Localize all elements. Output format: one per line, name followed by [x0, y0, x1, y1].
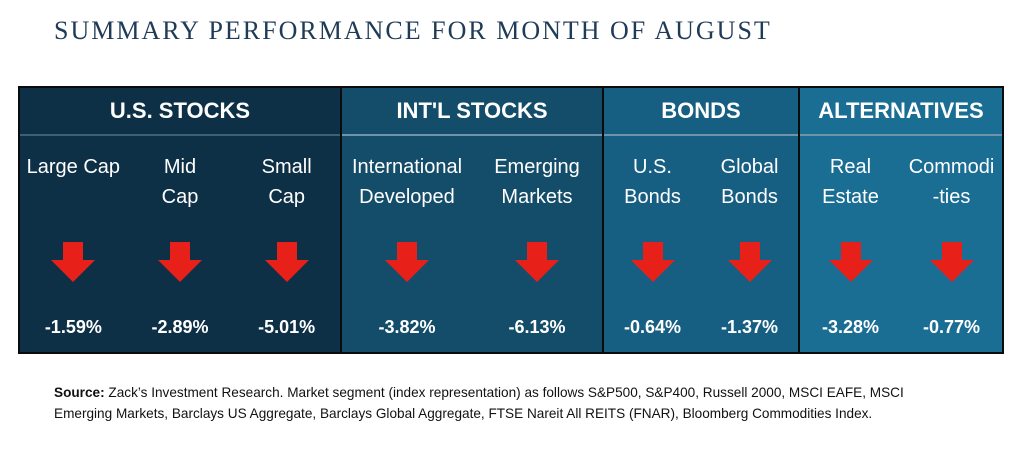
source-text: Zack’s Investment Research. Market segme…	[54, 385, 904, 421]
segment-label: Small Cap	[261, 156, 312, 208]
segment-value: -3.28%	[821, 317, 880, 337]
down-arrow-icon	[264, 242, 309, 282]
segment-commodities: Commodi -ties -0.77%	[901, 136, 1002, 352]
down-arrow-icon	[727, 242, 772, 282]
source-label: Source:	[54, 385, 105, 400]
section-header: U.S. STOCKS	[20, 88, 340, 136]
segment-label: Commodi -ties	[908, 156, 995, 208]
segment-label: Emerging Markets	[494, 156, 580, 208]
segment-real-estate: Real Estate -3.28%	[800, 136, 901, 352]
down-arrow-icon	[385, 242, 429, 282]
performance-panel: U.S. STOCKS Large Cap -1.59% Mid Cap -2.…	[18, 86, 1004, 354]
segment-large-cap: Large Cap -1.59%	[20, 136, 127, 352]
down-arrow-icon	[158, 242, 202, 282]
segment-international-developed: International Developed -3.82%	[342, 136, 472, 352]
segment-global-bonds: Global Bonds -1.37%	[701, 136, 798, 352]
section-header: BONDS	[604, 88, 798, 136]
down-arrow-icon	[630, 242, 675, 282]
section-header: INT'L STOCKS	[342, 88, 602, 136]
segment-value: -1.59%	[44, 317, 102, 337]
down-arrow-icon	[515, 242, 559, 282]
page-title: SUMMARY PERFORMANCE FOR MONTH OF AUGUST	[54, 16, 772, 45]
segment-value: -1.37%	[720, 317, 779, 337]
segment-emerging-markets: Emerging Markets -6.13%	[472, 136, 602, 352]
segment-label: International Developed	[351, 156, 463, 208]
segment-value: -3.82%	[378, 317, 436, 337]
segment-label: Mid Cap	[161, 156, 199, 208]
segment-us-bonds: U.S. Bonds -0.64%	[604, 136, 701, 352]
segment-value: -5.01%	[258, 317, 316, 337]
segment-small-cap: Small Cap -5.01%	[233, 136, 340, 352]
section-bonds: BONDS U.S. Bonds -0.64% Global Bonds -1.…	[604, 88, 800, 352]
segment-label: Real Estate	[822, 156, 879, 208]
segment-value: -2.89%	[151, 317, 209, 337]
segment-value: -0.64%	[623, 317, 682, 337]
segment-label: Large Cap	[26, 156, 121, 178]
down-arrow-icon	[929, 242, 974, 282]
segment-mid-cap: Mid Cap -2.89%	[127, 136, 234, 352]
segment-value: -6.13%	[508, 317, 566, 337]
segment-label: Global Bonds	[720, 156, 779, 208]
segment-label: U.S. Bonds	[624, 156, 681, 208]
section-header: ALTERNATIVES	[800, 88, 1002, 136]
section-alternatives: ALTERNATIVES Real Estate -3.28% Commodi …	[800, 88, 1002, 352]
segment-value: -0.77%	[922, 317, 981, 337]
section-intl-stocks: INT'L STOCKS International Developed -3.…	[342, 88, 604, 352]
down-arrow-icon	[51, 242, 96, 282]
source-note: Source: Zack’s Investment Research. Mark…	[54, 382, 954, 424]
section-us-stocks: U.S. STOCKS Large Cap -1.59% Mid Cap -2.…	[20, 88, 342, 352]
down-arrow-icon	[828, 242, 873, 282]
